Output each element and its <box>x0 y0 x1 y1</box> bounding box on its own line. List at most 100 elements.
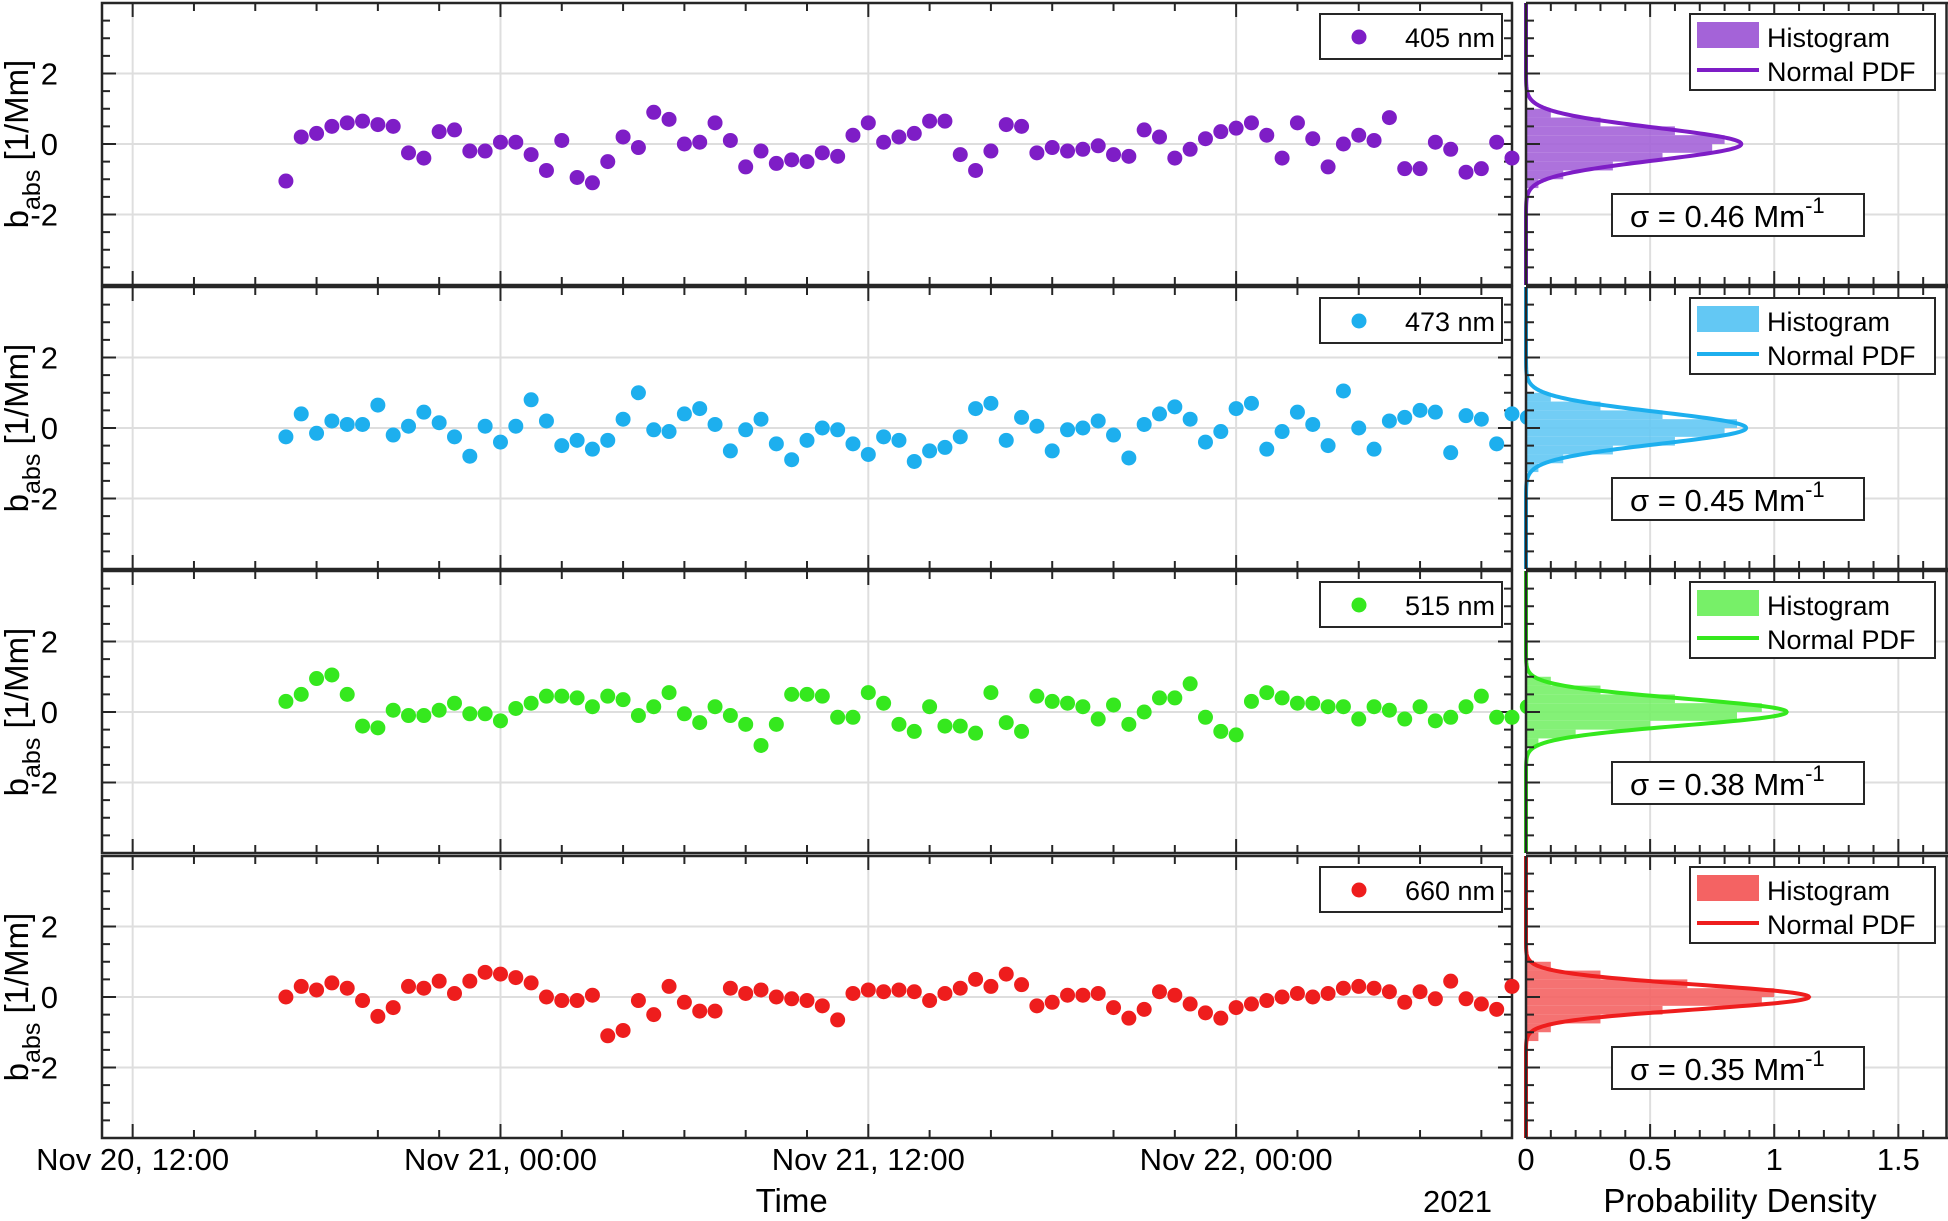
data-point <box>952 429 968 445</box>
histogram-panel: Histogram Normal PDF σ = 0.38 Mm-1 <box>1524 569 1948 855</box>
hist-x-tick-label: 0.5 <box>1629 1142 1672 1177</box>
data-point <box>1320 159 1336 175</box>
data-point <box>814 420 830 436</box>
legend-marker <box>1351 313 1367 329</box>
data-point <box>738 985 754 1001</box>
data-point <box>722 132 738 148</box>
data-point <box>1412 699 1428 715</box>
data-point <box>431 415 447 431</box>
data-point <box>860 115 876 131</box>
legend-label: Histogram <box>1767 23 1890 53</box>
data-point <box>431 124 447 140</box>
data-point <box>1014 723 1030 739</box>
data-point <box>799 993 815 1009</box>
data-point <box>845 436 861 452</box>
data-point <box>1443 973 1459 989</box>
data-point <box>1289 695 1305 711</box>
data-point <box>1427 134 1443 150</box>
data-point <box>1473 161 1489 177</box>
data-point <box>1090 711 1106 727</box>
data-point <box>1335 699 1351 715</box>
data-point <box>1443 709 1459 725</box>
series-points <box>278 667 1535 753</box>
data-point <box>447 122 462 138</box>
data-point <box>447 985 462 1001</box>
data-point <box>523 147 539 163</box>
data-point <box>722 708 738 724</box>
data-point <box>370 117 386 133</box>
data-point <box>1289 404 1305 420</box>
data-point <box>1136 122 1152 138</box>
data-point <box>860 982 876 998</box>
histogram-bar <box>1526 135 1725 144</box>
data-point <box>1075 699 1091 715</box>
data-point <box>324 413 340 429</box>
data-point <box>462 706 478 722</box>
data-point <box>569 690 585 706</box>
sigma-annotation: σ = 0.45 Mm-1 <box>1611 477 1865 521</box>
data-point <box>1335 136 1351 152</box>
data-point <box>339 115 355 131</box>
data-point <box>1381 702 1397 718</box>
legend-label: Normal PDF <box>1767 910 1916 940</box>
histogram-bar <box>1526 720 1651 730</box>
data-point <box>1090 985 1106 1001</box>
data-point <box>370 720 386 736</box>
data-point <box>1504 406 1520 422</box>
y-tick-label: 0 <box>41 411 58 446</box>
data-point <box>1182 676 1198 692</box>
data-point <box>646 422 662 438</box>
data-point <box>1197 1005 1213 1021</box>
histogram-bar <box>1526 1014 1601 1024</box>
data-point <box>339 416 355 432</box>
data-point <box>1427 991 1443 1007</box>
data-point <box>1289 985 1305 1001</box>
data-point <box>1443 445 1459 461</box>
data-point <box>845 985 861 1001</box>
legend-label: Normal PDF <box>1767 57 1916 87</box>
data-point <box>1228 727 1244 743</box>
data-point <box>1197 131 1213 147</box>
histogram-bar <box>1526 454 1564 464</box>
data-point <box>937 113 953 129</box>
data-point <box>1504 150 1520 166</box>
data-point <box>370 397 386 413</box>
histogram-bar <box>1526 463 1539 473</box>
data-point <box>1489 709 1505 725</box>
data-point <box>753 737 769 753</box>
y-axis-title: babs [1/Mm] <box>0 60 46 229</box>
histogram-legend: Histogram Normal PDF <box>1689 581 1936 659</box>
data-point <box>1412 402 1428 418</box>
data-point <box>692 134 708 150</box>
data-point <box>830 709 846 725</box>
data-point <box>1182 411 1198 427</box>
data-point <box>1427 713 1443 729</box>
data-point <box>952 980 968 996</box>
histogram-bar <box>1526 445 1613 455</box>
data-point <box>324 975 340 991</box>
data-point <box>1381 413 1397 429</box>
sigma-box <box>1611 761 1865 805</box>
data-point <box>615 692 631 708</box>
data-point <box>738 716 754 732</box>
sigma-label: σ = 0.45 Mm-1 <box>1630 477 1825 518</box>
data-point <box>477 706 493 722</box>
data-point <box>676 136 692 152</box>
data-point <box>968 401 984 417</box>
data-point <box>1489 134 1505 150</box>
data-point <box>1458 991 1474 1007</box>
histogram-bar <box>1526 997 1762 1006</box>
data-point <box>1458 164 1474 180</box>
data-point <box>1029 145 1045 161</box>
data-point <box>401 418 417 434</box>
histogram-bar <box>1526 979 1688 989</box>
histogram-bar <box>1526 694 1675 704</box>
data-point <box>646 104 662 120</box>
data-point <box>646 1007 662 1023</box>
data-point <box>937 439 953 455</box>
data-point <box>309 425 325 441</box>
data-point <box>293 686 309 702</box>
data-point <box>830 1012 846 1028</box>
